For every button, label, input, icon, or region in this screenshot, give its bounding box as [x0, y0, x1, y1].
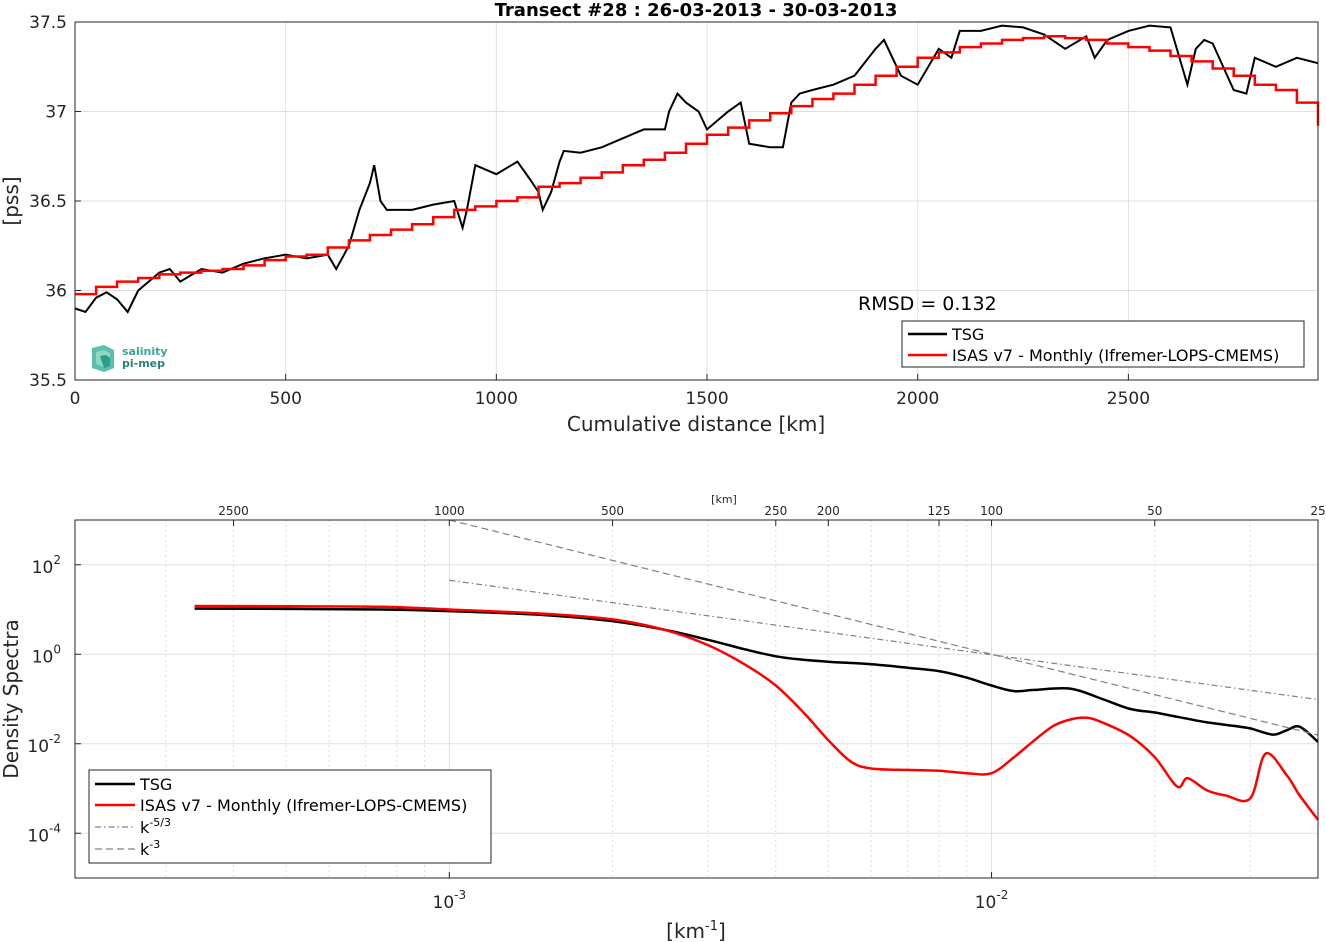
bottom-x-label-base: [km: [666, 919, 705, 942]
logo-text-line2: pi-mep: [122, 357, 165, 370]
bottom-legend: TSG ISAS v7 - Monthly (Ifremer-LOPS-CMEM…: [88, 769, 492, 864]
salinity-transect-chart: 0 500 1000 1500 2000 2500 35.5 36 36.5 37 37.5 Tra…: [0, 0, 1320, 436]
bottom-x-label-end: ]: [718, 919, 726, 942]
series-line-isas: [75, 35, 1320, 296]
top-km-axis-label: [km]: [711, 493, 737, 506]
top-y-tick-label: 36: [45, 282, 67, 302]
bottom-axes-box: [74, 519, 1319, 879]
reference-line-k53: [449, 579, 1319, 701]
top-x-tick-label: 2500: [1107, 389, 1150, 409]
top-legend: TSG ISAS v7 - Monthly (Ifremer-LOPS-CMEM…: [901, 320, 1305, 368]
top-x-tick-label: 1000: [475, 389, 518, 409]
top-x-tick-label: 0: [70, 389, 81, 409]
bottom-x-tick-label: 10-2: [975, 888, 1009, 913]
bottom-y-tick-label: 10-2: [27, 732, 61, 757]
top-x-tick-label: 2000: [896, 389, 939, 409]
legend-k53-base: k: [140, 818, 150, 837]
top-km-tick-label: 2500: [218, 504, 249, 518]
top-y-tick-label: 37: [45, 103, 67, 123]
bottom-x-label-exp: -1: [705, 919, 718, 934]
top-y-axis-label: [pss]: [0, 176, 23, 225]
legend-label-k53: k-5/3: [140, 816, 171, 837]
legend-label-isas: ISAS v7 - Monthly (Ifremer-LOPS-CMEMS): [952, 346, 1279, 365]
bottom-y-tick-label: 10-4: [27, 821, 61, 846]
legend-k3-exp: -3: [149, 838, 160, 851]
top-y-tick-label: 37.5: [29, 13, 67, 33]
top-x-axis-label: Cumulative distance [km]: [567, 412, 825, 436]
top-km-tick-label: 500: [601, 504, 624, 518]
bottom-x-tick-label: 10-3: [433, 888, 467, 913]
top-km-tick-label: 50: [1147, 504, 1162, 518]
series-line-tsg: [74, 24, 1319, 314]
reference-line-k3: [449, 519, 1319, 736]
spectrum-line-tsg: [194, 607, 1319, 743]
top-km-tick-label: 100: [980, 504, 1003, 518]
bottom-x-axis-label: [km-1]: [666, 919, 726, 942]
bottom-y-axis-label: Density Spectra: [0, 619, 23, 778]
spectrum-line-isas: [194, 604, 1319, 821]
legend-label-k3: k-3: [140, 838, 160, 859]
top-y-tick-label: 36.5: [29, 192, 67, 212]
top-km-tick-label: 125: [928, 504, 951, 518]
legend-k3-base: k: [140, 840, 150, 859]
top-x-tick-label: 500: [269, 389, 301, 409]
bottom-y-tick-label: 100: [32, 642, 61, 667]
legend-k53-exp: -5/3: [149, 816, 171, 829]
rmsd-annotation: RMSD = 0.132: [858, 293, 997, 315]
legend-label-isas: ISAS v7 - Monthly (Ifremer-LOPS-CMEMS): [140, 796, 467, 815]
top-km-tick-label: 25: [1310, 504, 1325, 518]
top-x-tick-label: 1500: [685, 389, 728, 409]
pimep-logo: salinity pi-mep: [92, 345, 168, 372]
bottom-y-tick-label: 102: [32, 553, 61, 578]
legend-label-tsg: TSG: [951, 325, 984, 344]
chart-title: Transect #28 : 26-03-2013 - 30-03-2013: [495, 0, 898, 21]
legend-label-tsg: TSG: [139, 775, 172, 794]
top-km-tick-label: 250: [764, 504, 787, 518]
density-spectra-chart: 10-4 10-2 100 102 10-3 10-2 2500 1000 500 250 200…: [0, 493, 1326, 942]
top-y-tick-label: 35.5: [29, 371, 67, 391]
logo-text-line1: salinity: [122, 345, 168, 358]
top-km-tick-label: 1000: [434, 504, 465, 518]
top-km-tick-label: 200: [817, 504, 840, 518]
